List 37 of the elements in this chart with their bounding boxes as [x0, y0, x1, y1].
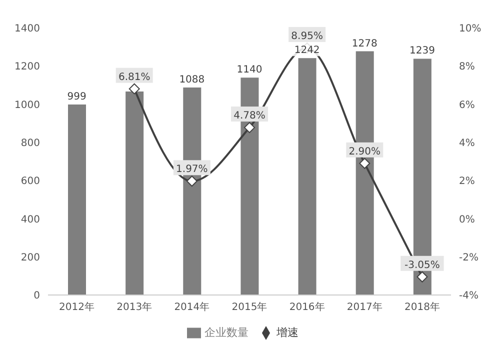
y2-tick-label: 8%	[459, 62, 475, 73]
data-label: 1088	[179, 74, 205, 86]
data-label: 6.81%	[118, 72, 150, 83]
x-tick-label: 2015年	[232, 301, 268, 314]
y2-tick-label: 4%	[459, 138, 475, 149]
x-tick-label: 2012年	[59, 301, 95, 314]
legend-label: 增速	[276, 326, 298, 339]
y-tick-label: 0	[34, 290, 40, 302]
y2-tick-label: 0%	[459, 214, 475, 226]
data-label: 2.90%	[348, 146, 381, 158]
x-tick-label: 2016年	[289, 301, 325, 314]
data-label: 999	[67, 91, 86, 102]
y-tick-label: 800	[20, 138, 40, 149]
y-tick-label: 600	[20, 176, 40, 188]
data-label: 1140	[236, 64, 262, 76]
data-label: 1.97%	[176, 164, 208, 176]
data-label: 8.95%	[291, 31, 323, 42]
data-label: 1242	[294, 45, 320, 56]
y2-tick-label: 6%	[459, 100, 475, 111]
y2-tick-label: 2%	[459, 176, 475, 188]
y2-tick-label: 10%	[459, 24, 482, 35]
data-label: 1278	[352, 38, 378, 50]
x-tick-label: 2017年	[346, 301, 382, 314]
y-tick-label: 1000	[14, 100, 40, 111]
x-tick-label: 2014年	[174, 301, 210, 314]
legend-label: 企业数量	[204, 326, 248, 339]
x-tick-label: 2013年	[116, 301, 152, 314]
x-tick-label: 2018年	[404, 301, 440, 314]
data-label: 1239	[409, 46, 435, 57]
y-tick-label: 1400	[14, 24, 40, 35]
y2-tick-label: -4%	[459, 290, 478, 302]
y2-tick-label: -2%	[459, 252, 478, 264]
data-label: -3.05%	[404, 260, 440, 271]
y-tick-label: 400	[20, 214, 40, 226]
data-label: 4.78%	[234, 110, 266, 122]
y-tick-label: 1200	[14, 62, 40, 73]
y-tick-label: 200	[20, 252, 40, 264]
